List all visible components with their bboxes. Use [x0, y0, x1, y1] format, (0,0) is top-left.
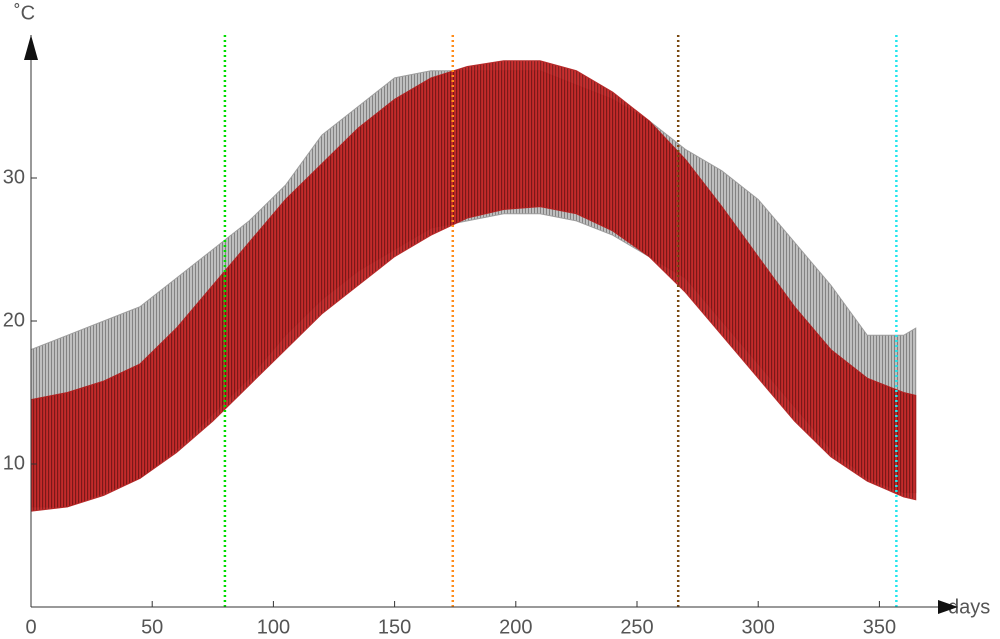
x-axis-arrow: [938, 600, 958, 614]
y-axis-label: ˚C: [14, 2, 35, 24]
y-tick-label: 20: [3, 309, 25, 331]
y-tick-label: 10: [3, 452, 25, 474]
x-tick-label: 150: [378, 616, 411, 638]
x-tick-label: 350: [863, 616, 896, 638]
band: [30, 60, 917, 512]
x-tick-label: 50: [141, 616, 163, 638]
x-tick-label: 300: [742, 616, 775, 638]
x-tick-label: 200: [499, 616, 532, 638]
x-tick-label: 100: [257, 616, 290, 638]
x-tick-label: 0: [25, 616, 36, 638]
x-tick-label: 250: [620, 616, 653, 638]
y-tick-label: 30: [3, 166, 25, 188]
x-axis-label: days: [948, 596, 990, 618]
y-axis-arrow: [24, 35, 38, 60]
